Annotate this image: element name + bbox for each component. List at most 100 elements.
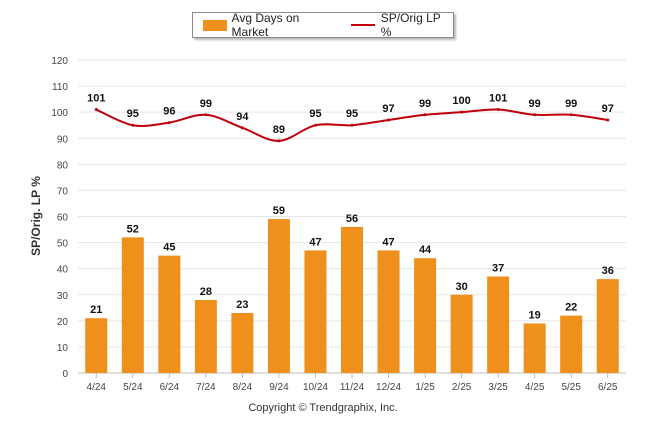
x-tick-label: 2/25 [452, 382, 472, 393]
bar-value-label: 45 [163, 242, 175, 254]
bar-value-label: 36 [602, 265, 614, 277]
bar-value-label: 30 [455, 281, 467, 293]
line-point [533, 113, 537, 117]
line-point [423, 113, 427, 117]
x-tick-label: 5/24 [123, 382, 143, 393]
line-value-label: 99 [565, 98, 577, 110]
bar [121, 237, 144, 373]
legend-item-line[interactable]: SP/Orig LP % [337, 11, 453, 39]
y-tick-label: 100 [51, 108, 68, 119]
line-value-label: 99 [200, 98, 212, 110]
chart-area: 0 10 20 30 40 50 60 70 80 90 100 110 120 4/24 5/24 6/24… [29, 56, 626, 393]
y-tick-label: 40 [57, 265, 69, 276]
bar [377, 250, 400, 373]
x-tick-label: 9/24 [269, 382, 289, 393]
bar-value-label: 44 [419, 244, 432, 256]
line-point [350, 123, 354, 127]
line-point [496, 108, 500, 112]
line-value-label: 99 [529, 98, 541, 110]
line-point [569, 113, 573, 117]
line-value-label: 97 [382, 103, 394, 115]
bar [267, 219, 290, 373]
x-tick-label: 11/24 [340, 382, 365, 393]
line-point [94, 108, 98, 112]
bar-value-label: 52 [127, 223, 139, 235]
y-tick-label: 60 [57, 213, 69, 224]
x-tick-label: 1/25 [415, 382, 435, 393]
bar [596, 279, 619, 373]
line-value-label: 100 [452, 95, 470, 107]
copyright-text: Copyright © Trendgraphix, Inc. [248, 402, 398, 414]
line-value-label: 96 [163, 106, 175, 118]
line-value-label: 101 [87, 93, 105, 105]
bar-value-label: 21 [90, 304, 102, 316]
y-tick-label: 120 [51, 56, 68, 67]
legend-item-bar[interactable]: Avg Days on Market [193, 11, 337, 39]
line-point [460, 110, 464, 114]
y-axis-label: SP/Orig. LP % [29, 176, 43, 256]
line-point [606, 118, 610, 122]
line-point [387, 118, 391, 122]
y-tick-label: 0 [62, 369, 68, 380]
data-labels: 21 52 45 28 23 59 47 56 47 44 30 37 19 22 36 101 95 96 99 9… [87, 93, 614, 322]
line-point [313, 123, 317, 127]
bar-value-label: 23 [236, 299, 248, 311]
line-value-label: 99 [419, 98, 431, 110]
bar [560, 315, 583, 373]
bar [414, 258, 437, 373]
line-point [277, 139, 281, 143]
x-tick-label: 8/24 [233, 382, 253, 393]
bar-value-label: 59 [273, 205, 285, 217]
bar-value-label: 47 [382, 236, 394, 248]
x-tick-label: 4/25 [525, 382, 545, 393]
bar-value-label: 19 [529, 309, 541, 321]
axes: 0 10 20 30 40 50 60 70 80 90 100 110 120 4/24 5/24 6/24… [51, 56, 626, 393]
y-tick-label: 70 [57, 186, 69, 197]
legend: Avg Days on Market SP/Orig LP % [192, 11, 454, 39]
bar [304, 250, 327, 373]
x-tick-label: 12/24 [376, 382, 401, 393]
line-value-label: 94 [236, 111, 249, 123]
y-tick-label: 80 [57, 160, 69, 171]
x-tick-label: 3/25 [488, 382, 508, 393]
line-value-label: 95 [309, 108, 321, 120]
bar-value-label: 28 [200, 286, 212, 298]
bar [231, 313, 254, 373]
bar-value-label: 37 [492, 262, 504, 274]
line-series [94, 108, 610, 143]
line-point [240, 126, 244, 130]
bar [194, 299, 217, 373]
y-tick-label: 110 [52, 82, 68, 93]
x-tick-label: 4/24 [87, 382, 107, 393]
line-point [204, 113, 208, 117]
bar [158, 255, 181, 373]
bar-value-label: 22 [565, 302, 577, 314]
bar [85, 318, 108, 373]
legend-bar-swatch [203, 19, 227, 31]
bar [523, 323, 546, 373]
x-tick-label: 6/24 [160, 382, 180, 393]
line-point [167, 121, 171, 125]
bar-series [85, 219, 619, 373]
y-tick-label: 30 [57, 291, 69, 302]
y-tick-label: 20 [57, 317, 69, 328]
y-tick-label: 10 [57, 343, 69, 354]
x-tick-label: 5/25 [561, 382, 581, 393]
line-point [131, 123, 135, 127]
line-value-label: 95 [127, 108, 139, 120]
bar [450, 294, 473, 373]
legend-label-line: SP/Orig LP % [380, 11, 441, 39]
x-tick-label: 10/24 [303, 382, 328, 393]
line-value-label: 97 [602, 103, 614, 115]
legend-label-bar: Avg Days on Market [231, 11, 300, 39]
x-tick-label: 7/24 [196, 382, 216, 393]
bar-value-label: 47 [309, 236, 321, 248]
x-tick-label: 6/25 [598, 382, 618, 393]
bar [341, 226, 363, 373]
line-value-label: 95 [346, 108, 358, 120]
bar-value-label: 56 [346, 213, 358, 225]
line-value-label: 89 [273, 124, 285, 136]
y-tick-label: 90 [57, 134, 69, 145]
bar [487, 276, 510, 373]
line-value-label: 101 [489, 93, 507, 105]
